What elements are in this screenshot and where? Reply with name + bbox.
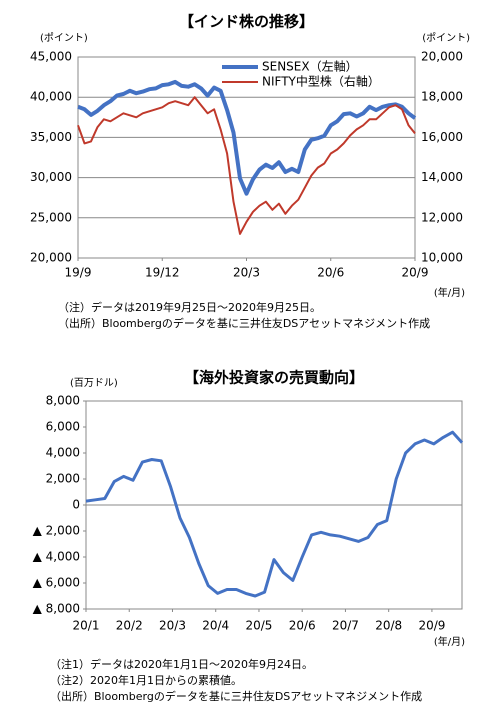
x-unit: (年/月) xyxy=(434,286,465,299)
y-tick-label: ▲ 6,000 xyxy=(33,576,80,590)
note: （出所）Bloombergのデータを基に三井住友DSアセットマネジメント作成 xyxy=(58,316,430,330)
y2-tick-label: 10,000 xyxy=(421,251,463,265)
x-tick-label: 19/12 xyxy=(145,266,180,280)
x-tick-label: 20/8 xyxy=(375,619,402,633)
series-line xyxy=(77,96,416,235)
y-tick-label: 45,000 xyxy=(30,50,72,64)
x-tick-label: 20/3 xyxy=(233,266,260,280)
y-tick-label: ▲ 2,000 xyxy=(33,524,80,538)
note: （注）データは2019年9月25日～2020年9月25日。 xyxy=(58,300,321,314)
y2-axis-label: (ポイント) xyxy=(422,32,470,44)
plot-frame xyxy=(85,400,463,610)
x-tick-label: 20/1 xyxy=(73,619,100,633)
y2-tick-label: 20,000 xyxy=(421,50,463,64)
x-unit: (年/月) xyxy=(434,635,465,648)
series-line xyxy=(77,79,417,196)
y-tick-label: 25,000 xyxy=(30,210,72,224)
y-axis-label: (ポイント) xyxy=(40,32,88,44)
chart-title: 【インド株の推移】 xyxy=(179,13,314,31)
series-line xyxy=(85,430,464,598)
y-tick-label: 35,000 xyxy=(30,130,72,144)
x-tick-label: 20/9 xyxy=(402,266,429,280)
x-tick-label: 20/3 xyxy=(159,619,186,633)
y2-tick-label: 16,000 xyxy=(421,130,463,144)
y-tick-label: 6,000 xyxy=(46,420,80,434)
plot-frame xyxy=(77,56,416,259)
y2-tick-label: 14,000 xyxy=(421,170,463,184)
x-tick-label: 20/9 xyxy=(418,619,445,633)
legend-label: NIFTY中型株（右軸） xyxy=(262,74,380,89)
x-tick-label: 20/4 xyxy=(202,619,229,633)
note: （注2）2020年1月1日からの累積値。 xyxy=(50,673,242,687)
y-tick-label: 0 xyxy=(72,498,80,512)
x-tick-label: 20/6 xyxy=(289,619,316,633)
y2-tick-label: 18,000 xyxy=(421,90,463,104)
note: （出所）Bloombergのデータを基に三井住友DSアセットマネジメント作成 xyxy=(50,689,422,703)
y-tick-label: 4,000 xyxy=(46,446,80,460)
y-tick-label: 20,000 xyxy=(30,251,72,265)
x-tick-label: 20/6 xyxy=(317,266,344,280)
note: （注1）データは2020年1月1日～2020年9月24日。 xyxy=(50,657,313,671)
x-tick-label: 20/2 xyxy=(116,619,143,633)
x-tick-label: 19/9 xyxy=(65,266,92,280)
y2-tick-label: 12,000 xyxy=(421,210,463,224)
x-tick-label: 20/7 xyxy=(332,619,359,633)
y-tick-label: 40,000 xyxy=(30,90,72,104)
legend-label: SENSEX（左軸） xyxy=(262,59,358,74)
x-tick-label: 20/5 xyxy=(245,619,272,633)
y-tick-label: 8,000 xyxy=(46,394,80,408)
y-axis-label: (百万ドル) xyxy=(70,377,118,389)
y-tick-label: ▲ 4,000 xyxy=(33,550,80,564)
chart-title: 【海外投資家の売買動向】 xyxy=(184,369,364,387)
y-tick-label: 2,000 xyxy=(46,472,80,486)
y-tick-label: 30,000 xyxy=(30,170,72,184)
y-tick-label: ▲ 8,000 xyxy=(33,602,80,616)
